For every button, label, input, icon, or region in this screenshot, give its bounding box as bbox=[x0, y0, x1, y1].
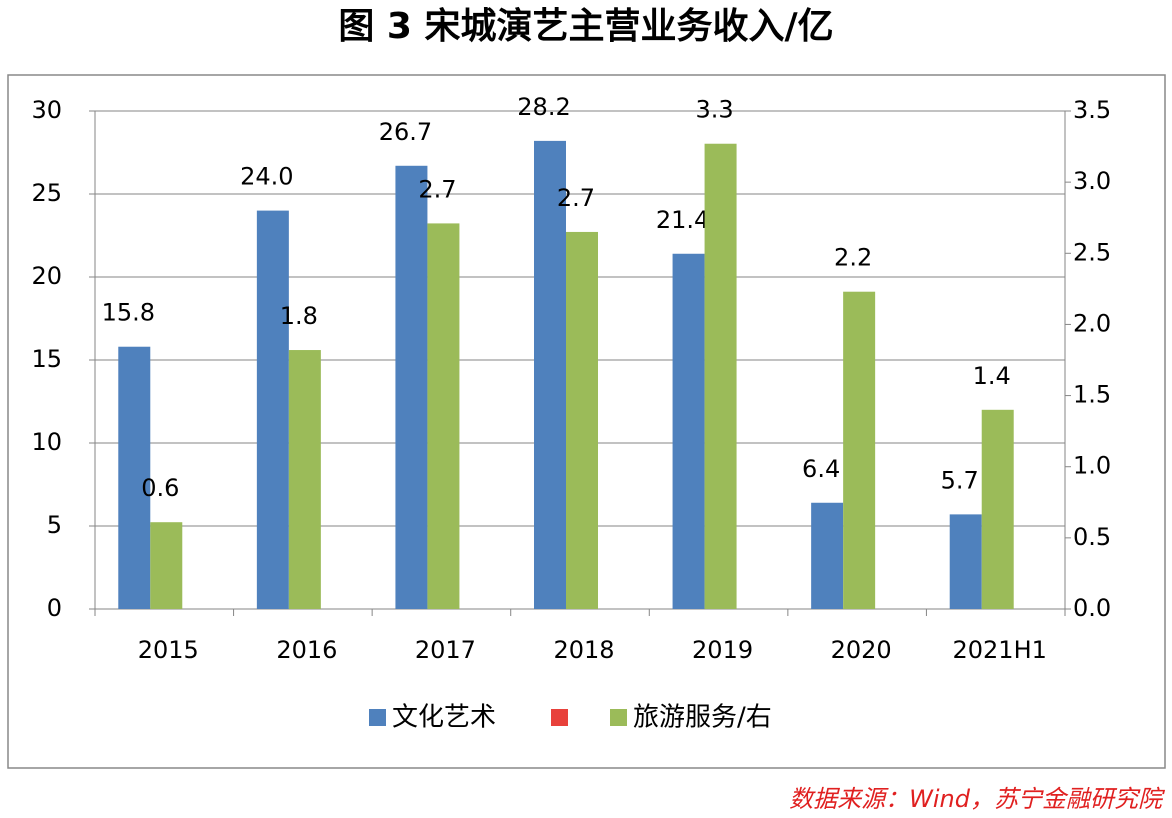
value-label: 5.7 bbox=[941, 466, 979, 494]
legend-label: 文化艺术 bbox=[392, 703, 496, 733]
bar bbox=[534, 140, 566, 609]
bar bbox=[427, 223, 460, 610]
bar bbox=[811, 502, 844, 609]
bar bbox=[150, 522, 183, 609]
value-label: 24.0 bbox=[240, 163, 293, 191]
legend-swatch bbox=[369, 709, 386, 726]
value-label: 15.8 bbox=[102, 299, 155, 327]
bar bbox=[566, 231, 598, 609]
x-tick-label: 2019 bbox=[692, 636, 753, 664]
x-tick-label: 2018 bbox=[553, 636, 614, 664]
y2-tick-label: 2.0 bbox=[1073, 309, 1111, 337]
source-note: 数据来源：Wind，苏宁金融研究院 bbox=[789, 785, 1166, 813]
value-label: 26.7 bbox=[379, 118, 432, 146]
value-label: 28.2 bbox=[517, 93, 570, 121]
bar bbox=[672, 253, 705, 609]
x-tick-label: 2015 bbox=[138, 636, 199, 664]
bar bbox=[118, 346, 151, 609]
y-tick-label: 0 bbox=[47, 594, 62, 622]
legend-swatch bbox=[610, 709, 627, 726]
y2-tick-label: 3.5 bbox=[1073, 96, 1111, 124]
bar bbox=[256, 210, 289, 609]
value-label: 0.6 bbox=[141, 474, 179, 502]
y-tick-label: 10 bbox=[31, 428, 62, 456]
y-tick-label: 25 bbox=[31, 179, 62, 207]
value-label: 6.4 bbox=[802, 455, 840, 483]
value-label: 2.2 bbox=[834, 244, 872, 272]
legend-label: 旅游服务/右 bbox=[633, 703, 772, 733]
x-tick-label: 2021H1 bbox=[953, 636, 1047, 664]
y-tick-label: 30 bbox=[31, 96, 62, 124]
chart-border bbox=[7, 74, 1166, 769]
y2-tick-label: 0.0 bbox=[1073, 594, 1111, 622]
bar bbox=[981, 409, 1014, 609]
y2-tick-label: 1.0 bbox=[1073, 452, 1111, 480]
x-tick-label: 2017 bbox=[415, 636, 476, 664]
value-label: 2.7 bbox=[557, 184, 595, 212]
value-label: 3.3 bbox=[695, 96, 733, 124]
y2-tick-label: 1.5 bbox=[1073, 381, 1111, 409]
value-label: 2.7 bbox=[418, 175, 456, 203]
value-label: 1.4 bbox=[973, 362, 1011, 390]
bar bbox=[843, 291, 876, 609]
y2-tick-label: 3.0 bbox=[1073, 167, 1111, 195]
y-tick-label: 5 bbox=[47, 511, 62, 539]
chart-title: 图 3 宋城演艺主营业务收入/亿 bbox=[338, 6, 833, 47]
bar bbox=[949, 514, 982, 609]
bar bbox=[704, 143, 737, 609]
value-label: 21.4 bbox=[656, 206, 709, 234]
bar bbox=[395, 165, 428, 609]
x-tick-label: 2016 bbox=[276, 636, 337, 664]
legend-swatch bbox=[551, 709, 568, 726]
y2-tick-label: 0.5 bbox=[1073, 523, 1111, 551]
value-label: 1.8 bbox=[280, 302, 318, 330]
x-tick-label: 2020 bbox=[831, 636, 892, 664]
y2-tick-label: 2.5 bbox=[1073, 238, 1111, 266]
y-tick-label: 15 bbox=[31, 345, 62, 373]
y-tick-label: 20 bbox=[31, 262, 62, 290]
bar bbox=[288, 350, 321, 609]
